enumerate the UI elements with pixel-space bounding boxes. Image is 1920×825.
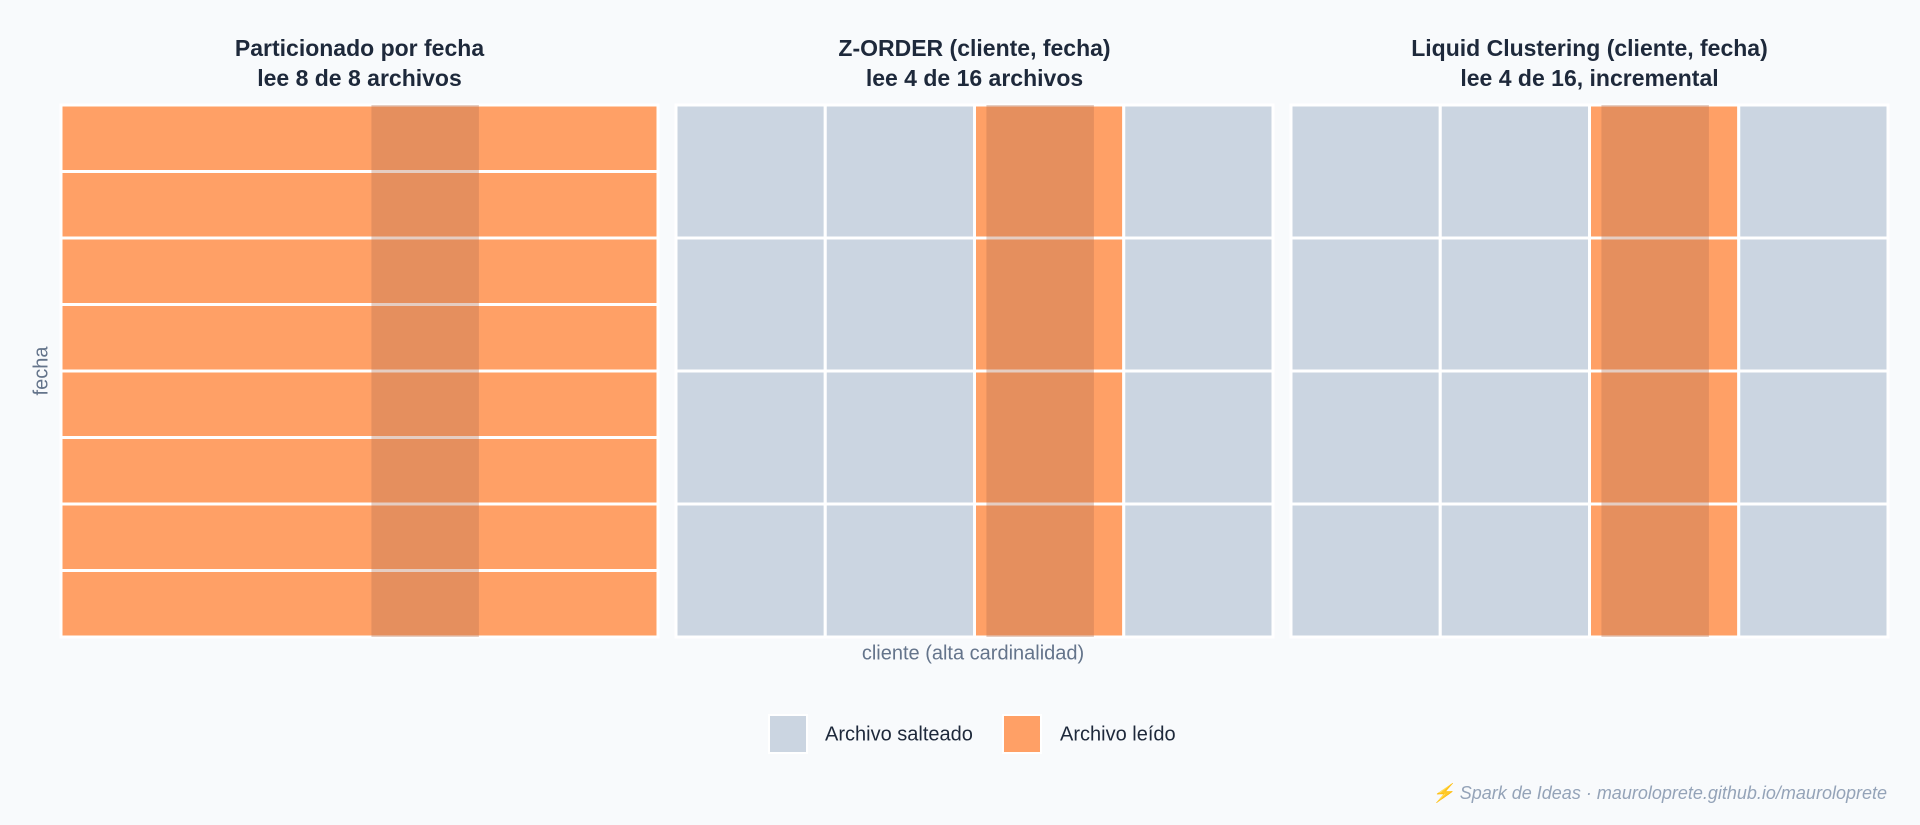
file-read xyxy=(973,103,1126,240)
legend-swatch xyxy=(1002,714,1042,754)
file-skipped xyxy=(1737,236,1890,373)
file-read xyxy=(59,436,660,506)
file-read xyxy=(59,502,660,572)
file-read xyxy=(973,502,1126,639)
file-skipped xyxy=(1289,236,1442,373)
file-skipped xyxy=(1289,369,1442,506)
legend-label: Archivo leído xyxy=(1060,723,1176,745)
file-skipped xyxy=(674,103,827,240)
file-skipped xyxy=(1737,103,1890,240)
file-skipped xyxy=(1122,236,1275,373)
file-skipped xyxy=(1737,502,1890,639)
panel-title: Z-ORDER (cliente, fecha) xyxy=(838,35,1110,61)
query-range xyxy=(1601,105,1709,637)
panel-title: lee 4 de 16 archivos xyxy=(866,65,1083,91)
file-skipped xyxy=(823,502,976,639)
file-skipped xyxy=(674,236,827,373)
query-range xyxy=(986,105,1094,637)
footer: ⚡ Spark de Ideas · mauroloprete.github.i… xyxy=(1432,782,1887,804)
panel-title: lee 4 de 16, incremental xyxy=(1460,65,1718,91)
file-skipped xyxy=(1122,103,1275,240)
file-skipped xyxy=(823,369,976,506)
panel-title: Particionado por fecha xyxy=(235,35,484,61)
file-read xyxy=(59,170,660,240)
query-range xyxy=(371,105,479,637)
file-skipped xyxy=(1289,502,1442,639)
file-skipped xyxy=(1122,502,1275,639)
file-read xyxy=(973,369,1126,506)
file-skipped xyxy=(1122,369,1275,506)
x-axis-label: cliente (alta cardinalidad) xyxy=(862,642,1084,664)
panel-title: lee 8 de 8 archivos xyxy=(257,65,462,91)
file-skipped xyxy=(674,369,827,506)
y-axis-label: fecha xyxy=(30,346,52,396)
file-read xyxy=(59,236,660,306)
file-read xyxy=(59,369,660,439)
file-skipped xyxy=(1438,103,1591,240)
file-skipped xyxy=(1438,369,1591,506)
file-read xyxy=(59,569,660,639)
file-skipped xyxy=(1438,236,1591,373)
file-skipped xyxy=(823,103,976,240)
file-skipped xyxy=(1438,502,1591,639)
file-read xyxy=(59,303,660,373)
file-skipped xyxy=(1289,103,1442,240)
legend-label: Archivo salteado xyxy=(825,723,973,745)
panels: Particionado por fecha lee 8 de 8 archivo… xyxy=(59,35,1890,639)
file-skipped xyxy=(823,236,976,373)
file-skipped xyxy=(1737,369,1890,506)
file-read xyxy=(1588,502,1741,639)
legend-swatch xyxy=(768,714,808,754)
file-read xyxy=(59,103,660,173)
file-read xyxy=(973,236,1126,373)
panel-title: Liquid Clustering (cliente, fecha) xyxy=(1411,35,1768,61)
file-skipped xyxy=(674,502,827,639)
